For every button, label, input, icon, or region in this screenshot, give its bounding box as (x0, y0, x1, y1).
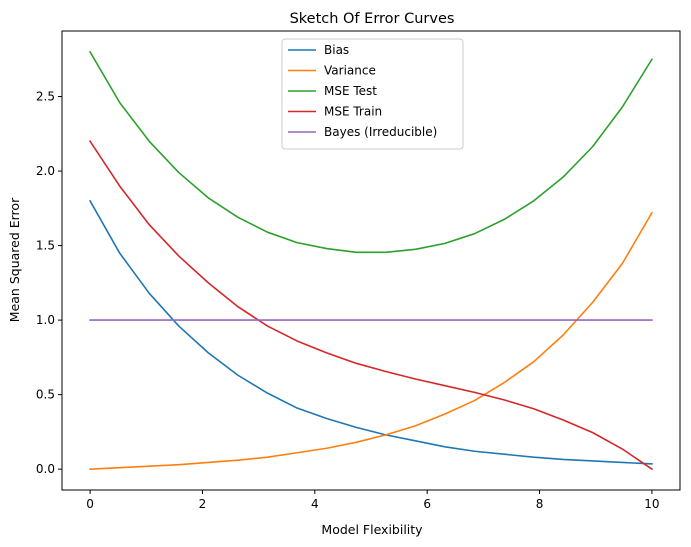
legend-label-mse-test: MSE Test (324, 84, 377, 98)
legend-entries: Bias Variance MSE Test MSE Train Bayes (Irre… (288, 43, 437, 139)
legend-label-bias: Bias (324, 43, 349, 57)
y-axis: 0.0 0.5 1.0 1.5 2.0 2.5 (36, 90, 62, 476)
y-tick-label: 2.5 (36, 90, 55, 104)
x-tick-label: 8 (536, 497, 544, 511)
y-tick-label: 1.0 (36, 313, 55, 327)
series-line-variance (89, 211, 654, 470)
series-line-mse-test (88, 50, 654, 254)
x-tick-label: 4 (311, 497, 319, 511)
legend-label-variance: Variance (324, 64, 376, 78)
series-line-bias (88, 199, 653, 465)
x-tick-label: 2 (199, 497, 207, 511)
series-line-mse-train (88, 140, 654, 471)
y-tick-label: 2.0 (36, 164, 55, 178)
y-tick-label: 1.5 (36, 239, 55, 253)
legend-frame (281, 38, 464, 150)
x-axis-label: Model Flexibility (321, 522, 423, 537)
y-axis-label: Mean Squared Error (7, 197, 22, 322)
chart-title: Sketch Of Error Curves (290, 11, 455, 27)
series-group (88, 50, 654, 471)
x-tick-label: 10 (644, 497, 659, 511)
y-tick-label: 0.0 (36, 462, 55, 476)
legend-label-mse-train: MSE Train (324, 105, 382, 119)
x-tick-label: 0 (86, 497, 94, 511)
legend-label-bayes-irreducible: Bayes (Irreducible) (324, 125, 437, 139)
y-tick-label: 0.5 (36, 388, 55, 402)
legend: Bias Variance MSE Test MSE Train Bayes (Irre… (281, 38, 464, 150)
plot-area: 0 2 4 6 8 10 0.0 0.5 1.0 1.5 2.0 2.5 (36, 30, 681, 511)
x-tick-label: 6 (423, 497, 431, 511)
x-axis: 0 2 4 6 8 10 (86, 490, 660, 511)
plot-frame (61, 30, 681, 491)
